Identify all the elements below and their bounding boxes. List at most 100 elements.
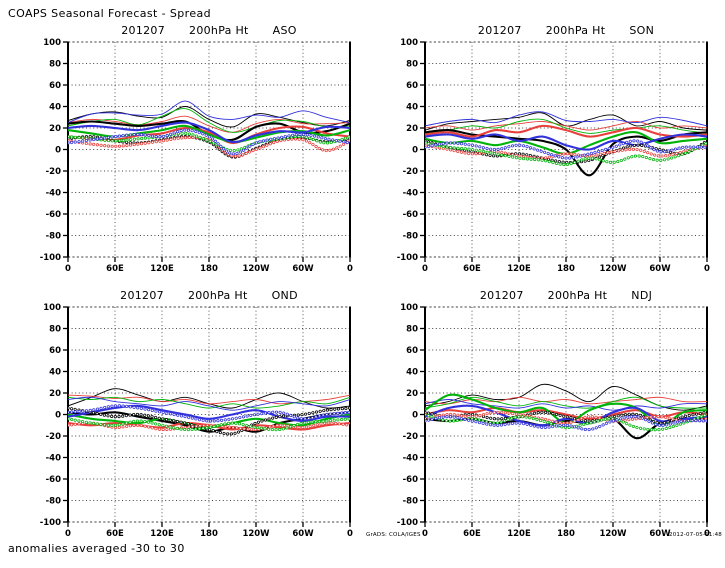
y-axis-label: -60 — [46, 475, 61, 485]
x-axis-label: 60E — [463, 529, 481, 539]
plot-ond: 100 80 60 40 20 0 -20 -40 -60 -80 -100 0 60E 120E 180 1… — [40, 303, 353, 539]
x-axis-label: 120W — [599, 264, 627, 274]
series-red-markers — [425, 144, 707, 159]
y-axis-label: 20 — [406, 124, 418, 134]
x-axis-label: 120W — [242, 529, 270, 539]
y-axis-label: 100 — [43, 303, 61, 313]
title-variable: 200hPa Ht — [547, 289, 608, 302]
y-axis-label: -80 — [46, 232, 61, 242]
y-axis-label: 40 — [49, 368, 61, 378]
series-red-markers — [68, 422, 350, 431]
series-green-markers — [68, 418, 350, 431]
series-black-markers — [425, 411, 707, 424]
y-axis-label: 0 — [412, 411, 418, 421]
series-blue-thick — [425, 404, 707, 427]
plot-aso: 100 80 60 40 20 0 -20 -40 -60 -80 -100 0 60E 120E 180 1… — [40, 38, 353, 274]
series-green-thin — [68, 108, 350, 133]
y-axis-label: -80 — [403, 497, 418, 507]
x-axis-label: 180 — [557, 264, 575, 274]
series-red-thick — [68, 421, 350, 431]
y-axis-label: 100 — [400, 38, 418, 48]
series-green-markers — [68, 132, 350, 152]
x-axis-label: 0 — [704, 529, 710, 539]
series-red-markers — [425, 411, 707, 424]
panel-title-son: 201207 200hPa Ht SON — [425, 24, 707, 37]
x-axis-label: 60W — [292, 264, 314, 274]
y-axis-label: -60 — [403, 210, 418, 220]
x-axis-label: 180 — [200, 529, 218, 539]
title-variable: 200hPa Ht — [189, 24, 249, 37]
series-green-thin — [425, 118, 707, 134]
series-black-markers — [68, 407, 350, 435]
y-axis-label: -80 — [46, 497, 61, 507]
x-axis-label: 0 — [704, 264, 710, 274]
y-axis-label: -60 — [403, 475, 418, 485]
y-axis-label: 40 — [406, 103, 418, 113]
x-axis-label: 120E — [507, 529, 531, 539]
y-axis-label: -20 — [46, 432, 61, 442]
title-season: SON — [629, 24, 655, 37]
series-blue-thin — [425, 399, 707, 411]
y-axis-label: 60 — [406, 346, 418, 356]
y-axis-label: 100 — [43, 38, 61, 48]
panel-aso: 201207 200hPa Ht ASO 100 80 60 40 20 0 -20 -40 -… — [40, 24, 353, 274]
title-run: 201207 — [477, 24, 522, 37]
series-group — [68, 388, 350, 436]
series-green-thin — [425, 396, 707, 409]
y-axis-label: 80 — [49, 60, 61, 70]
x-axis-label: 60E — [106, 264, 124, 274]
panel-title-ndj: 201207 200hPa Ht NDJ — [425, 289, 707, 302]
x-axis-label: 0 — [422, 529, 428, 539]
series-blue-thin — [425, 111, 707, 127]
y-axis-label: -20 — [403, 432, 418, 442]
series-black-thick — [425, 129, 707, 177]
plot-son: 100 80 60 40 20 0 -20 -40 -60 -80 -100 0 60E 120E 180 1… — [397, 38, 710, 274]
y-axis-label: -40 — [403, 454, 418, 464]
timestamp: 2012-07-05-11:48 — [669, 532, 722, 538]
y-axis-label: 60 — [406, 81, 418, 91]
y-axis-label: -40 — [46, 189, 61, 199]
plot-ndj: 100 80 60 40 20 0 -20 -40 -60 -80 -100 0 60E 120E 180 1… — [397, 303, 710, 539]
panel-son: 201207 200hPa Ht SON 100 80 60 40 20 0 -20 -40 -… — [397, 24, 710, 274]
x-axis-label: 0 — [65, 529, 71, 539]
series-black-markers — [425, 140, 707, 164]
x-axis-label: 120E — [150, 264, 174, 274]
y-axis-label: -100 — [40, 253, 61, 263]
series-blue-markers — [68, 129, 350, 155]
series-green-markers — [425, 142, 707, 166]
title-run: 201207 — [120, 289, 164, 302]
x-axis-label: 0 — [347, 264, 353, 274]
y-axis-label: 20 — [406, 389, 418, 399]
series-group — [425, 383, 707, 440]
x-axis-label: 180 — [200, 264, 218, 274]
series-red-thick — [425, 124, 707, 138]
y-axis-label: 80 — [49, 325, 61, 335]
title-season: ASO — [272, 24, 297, 37]
title-run: 201207 — [479, 289, 524, 302]
y-axis-label: -100 — [397, 253, 418, 263]
y-axis-label: 20 — [49, 389, 61, 399]
series-blue-thick — [68, 404, 350, 423]
x-axis-label: 0 — [347, 529, 353, 539]
series-red-thin — [425, 121, 707, 131]
y-axis-label: 40 — [49, 103, 61, 113]
x-axis-label: 60E — [106, 529, 124, 539]
y-axis-label: 0 — [412, 146, 418, 156]
x-axis-label: 60E — [463, 264, 481, 274]
x-axis-label: 120W — [242, 264, 270, 274]
page-title: COAPS Seasonal Forecast - Spread — [8, 7, 212, 20]
title-variable: 200hPa Ht — [545, 24, 606, 37]
x-axis-label: 120E — [507, 264, 531, 274]
x-axis-label: 180 — [557, 529, 575, 539]
x-axis-label: 60W — [649, 529, 671, 539]
panel-ndj: 201207 200hPa Ht NDJ 100 80 60 40 20 0 -20 -40 -… — [397, 289, 710, 539]
x-axis-label: 0 — [422, 264, 428, 274]
x-axis-label: 60W — [649, 264, 671, 274]
series-green-markers — [425, 413, 707, 431]
series-red-thin — [68, 115, 350, 133]
x-axis-label: 120E — [150, 529, 174, 539]
y-axis-label: 60 — [49, 81, 61, 91]
series-group — [68, 100, 350, 159]
y-axis-label: 40 — [406, 368, 418, 378]
